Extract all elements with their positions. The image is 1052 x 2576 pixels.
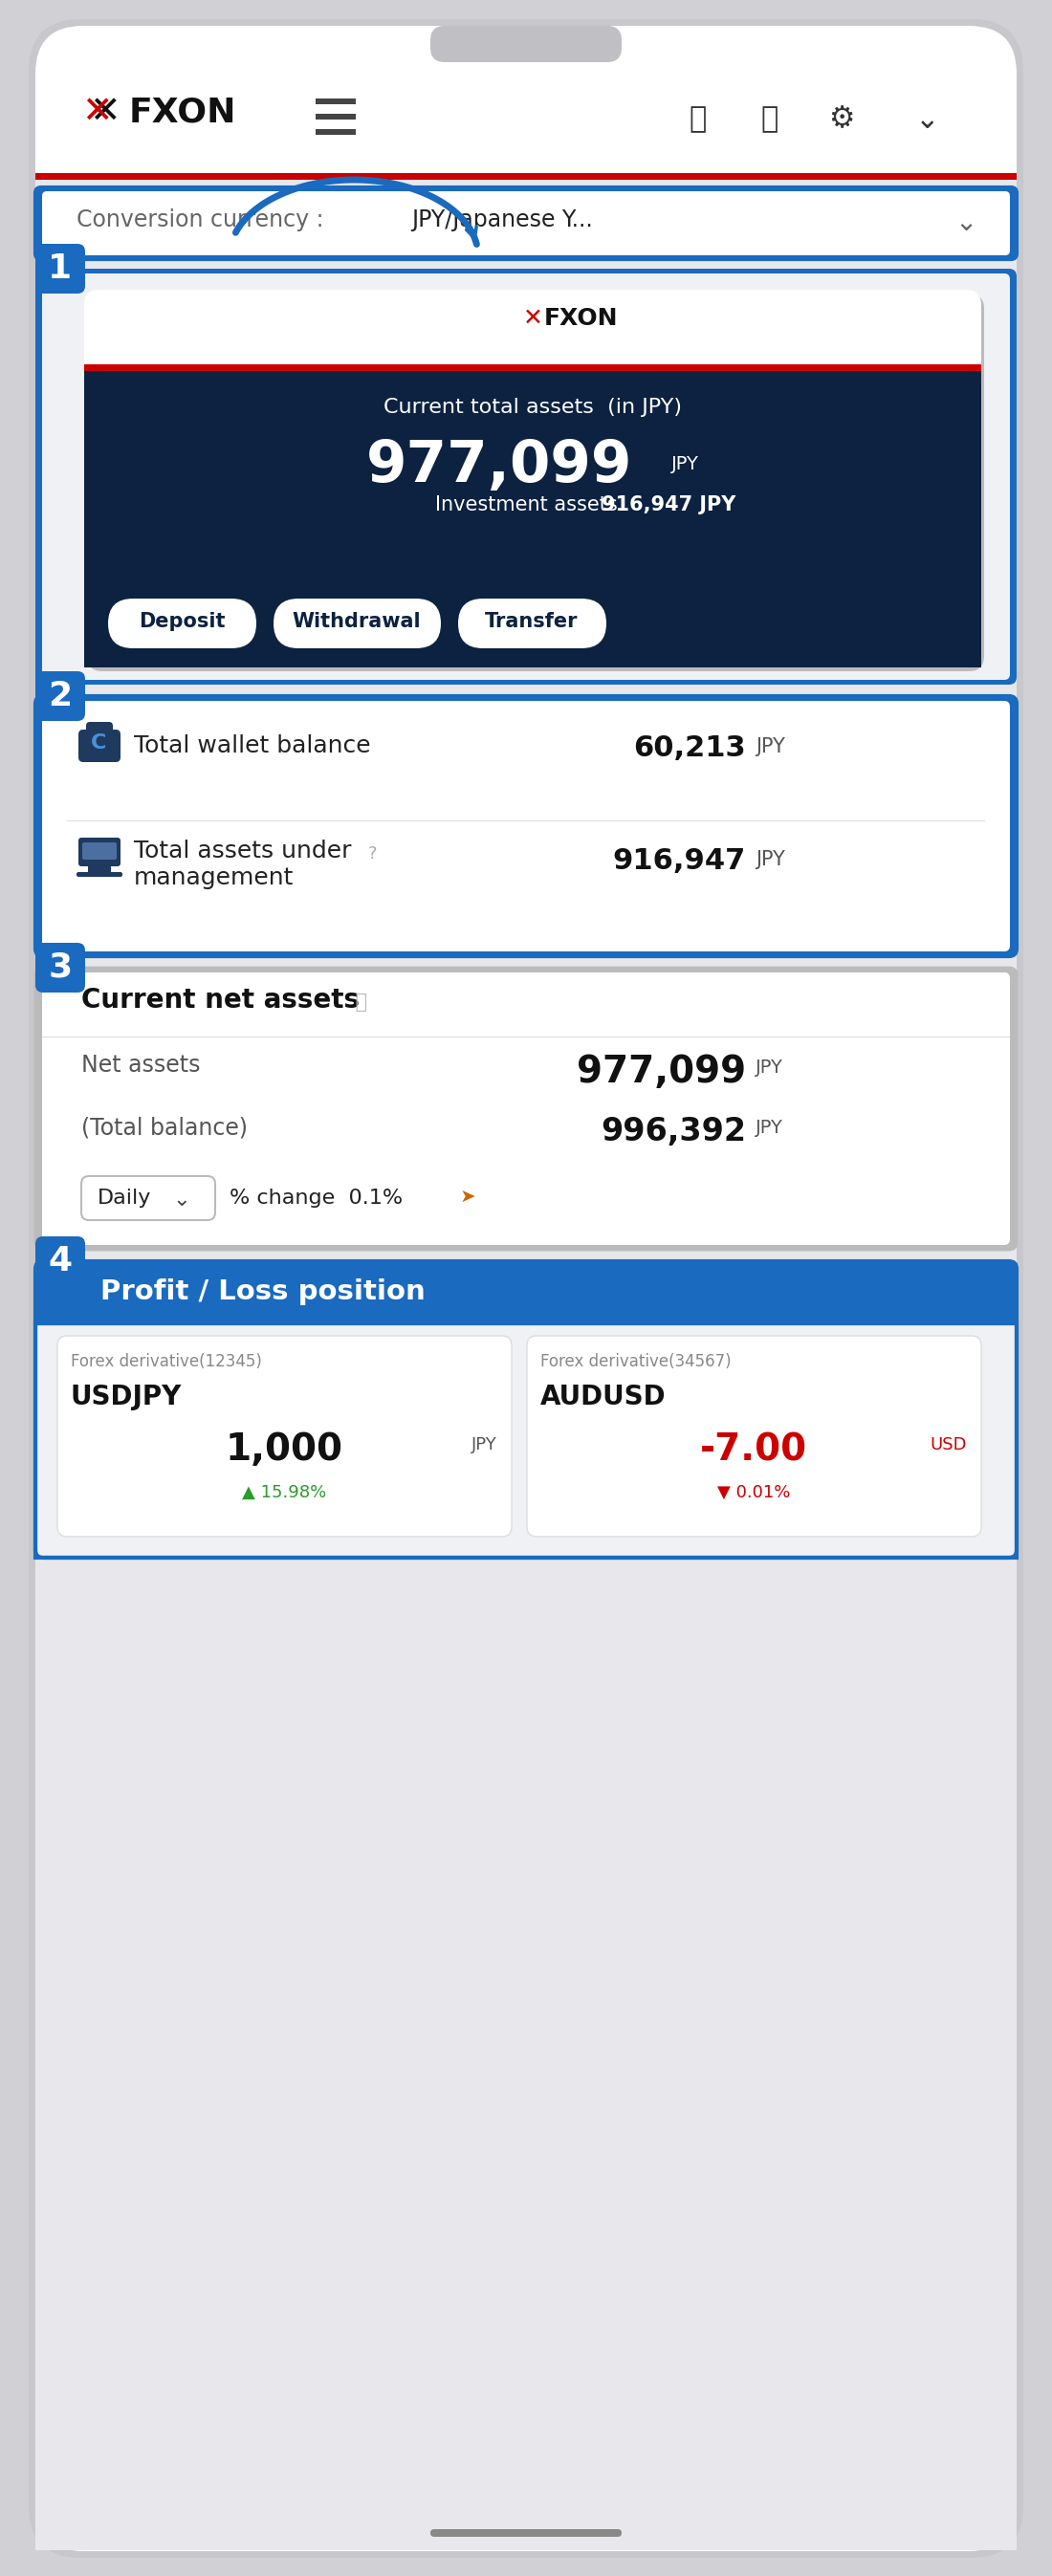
FancyBboxPatch shape (42, 974, 1010, 1244)
Bar (316, 98, 356, 103)
Text: 1: 1 (48, 252, 73, 286)
Text: JPY: JPY (755, 737, 785, 757)
Text: ⌄: ⌄ (173, 1190, 190, 1211)
FancyBboxPatch shape (274, 598, 441, 649)
FancyBboxPatch shape (36, 1236, 85, 1285)
Text: JPY: JPY (755, 850, 785, 868)
Text: Forex derivative(34567): Forex derivative(34567) (541, 1352, 731, 1370)
FancyBboxPatch shape (430, 26, 622, 62)
Text: USDJPY: USDJPY (70, 1383, 182, 1412)
Text: JPY: JPY (755, 1059, 783, 1077)
FancyBboxPatch shape (28, 18, 1024, 2558)
Text: 🔔: 🔔 (762, 106, 778, 134)
Text: (Total balance): (Total balance) (81, 1115, 247, 1139)
FancyBboxPatch shape (36, 188, 1016, 260)
Text: 916,947: 916,947 (612, 848, 746, 876)
Bar (84, 371, 982, 667)
Text: Net assets: Net assets (81, 1054, 200, 1077)
FancyBboxPatch shape (108, 598, 257, 649)
Text: FXON: FXON (129, 95, 237, 129)
Text: 977,099: 977,099 (576, 1054, 746, 1090)
FancyBboxPatch shape (87, 294, 984, 672)
Bar (316, 113, 356, 118)
Text: Daily: Daily (98, 1188, 151, 1208)
FancyBboxPatch shape (36, 696, 1016, 956)
Text: Investment assets: Investment assets (436, 495, 630, 515)
FancyBboxPatch shape (86, 721, 113, 734)
Text: ✕: ✕ (89, 93, 120, 129)
Text: 3: 3 (48, 951, 73, 984)
Text: JPY: JPY (471, 1437, 498, 1453)
FancyBboxPatch shape (36, 943, 85, 992)
Text: JPY/Japanese Y...: JPY/Japanese Y... (411, 209, 592, 232)
Text: ⌄: ⌄ (955, 209, 977, 237)
FancyBboxPatch shape (36, 969, 1016, 1249)
Text: Total assets under
management: Total assets under management (134, 840, 351, 889)
Bar (88, 866, 110, 873)
Text: JPY: JPY (755, 1118, 783, 1136)
Bar (36, 1324, 1016, 1558)
FancyBboxPatch shape (79, 729, 121, 762)
Text: Deposit: Deposit (139, 613, 225, 631)
Text: ✕: ✕ (81, 93, 113, 129)
FancyBboxPatch shape (84, 371, 982, 667)
Text: Forex derivative(12345): Forex derivative(12345) (70, 1352, 262, 1370)
Bar (36, 70, 1016, 180)
Text: % change  0.1%: % change 0.1% (229, 1188, 403, 1208)
Text: USD: USD (930, 1437, 967, 1453)
Text: 916,947 JPY: 916,947 JPY (602, 495, 735, 515)
Text: ➤: ➤ (454, 1188, 476, 1206)
Text: ?: ? (368, 845, 378, 863)
Text: ⓪: ⓪ (349, 992, 367, 1012)
Text: FXON: FXON (544, 307, 619, 330)
Bar (36, 1309, 1016, 1329)
FancyBboxPatch shape (42, 273, 1010, 680)
Text: C: C (90, 734, 106, 752)
FancyBboxPatch shape (36, 1262, 1016, 1324)
Bar (316, 129, 356, 134)
Text: -7.00: -7.00 (700, 1432, 807, 1468)
FancyBboxPatch shape (82, 842, 117, 860)
FancyBboxPatch shape (84, 289, 982, 667)
Text: Transfer: Transfer (485, 613, 579, 631)
FancyBboxPatch shape (430, 2530, 622, 2537)
Text: 60,213: 60,213 (633, 734, 746, 762)
Text: Current total assets  (in JPY): Current total assets (in JPY) (384, 397, 682, 417)
Text: AUDUSD: AUDUSD (541, 1383, 666, 1412)
Text: Total wallet balance: Total wallet balance (134, 734, 370, 757)
Text: ⌄: ⌄ (915, 106, 939, 134)
FancyBboxPatch shape (42, 701, 1010, 951)
FancyBboxPatch shape (36, 672, 85, 721)
Text: Current net assets: Current net assets (81, 987, 360, 1012)
Text: 977,099: 977,099 (366, 438, 632, 495)
FancyBboxPatch shape (81, 1177, 216, 1221)
FancyBboxPatch shape (36, 26, 1016, 2550)
FancyBboxPatch shape (58, 1337, 511, 1538)
FancyBboxPatch shape (527, 1337, 982, 1538)
Text: 4: 4 (48, 1244, 73, 1278)
Bar (36, 1324, 1016, 1558)
Bar (84, 371, 982, 381)
Text: ⏻: ⏻ (689, 106, 707, 134)
Bar (84, 363, 982, 371)
Text: 1,000: 1,000 (225, 1432, 343, 1468)
Text: ✕: ✕ (523, 307, 543, 330)
Text: Conversion currency :: Conversion currency : (77, 209, 324, 232)
FancyBboxPatch shape (79, 837, 121, 866)
Text: 2: 2 (48, 680, 73, 714)
FancyBboxPatch shape (36, 245, 85, 294)
FancyBboxPatch shape (458, 598, 606, 649)
Text: Withdrawal: Withdrawal (292, 613, 421, 631)
Text: ▲ 15.98%: ▲ 15.98% (242, 1484, 326, 1502)
Text: JPY: JPY (671, 456, 699, 474)
FancyBboxPatch shape (36, 268, 1016, 685)
Text: Profit / Loss position: Profit / Loss position (100, 1278, 425, 1306)
Text: 996,392: 996,392 (601, 1115, 746, 1146)
FancyBboxPatch shape (77, 873, 122, 876)
FancyBboxPatch shape (42, 191, 1010, 255)
Text: ⚙: ⚙ (829, 106, 854, 134)
Text: ▼ 0.01%: ▼ 0.01% (717, 1484, 790, 1502)
Bar (84, 371, 982, 389)
Bar (36, 173, 1016, 180)
